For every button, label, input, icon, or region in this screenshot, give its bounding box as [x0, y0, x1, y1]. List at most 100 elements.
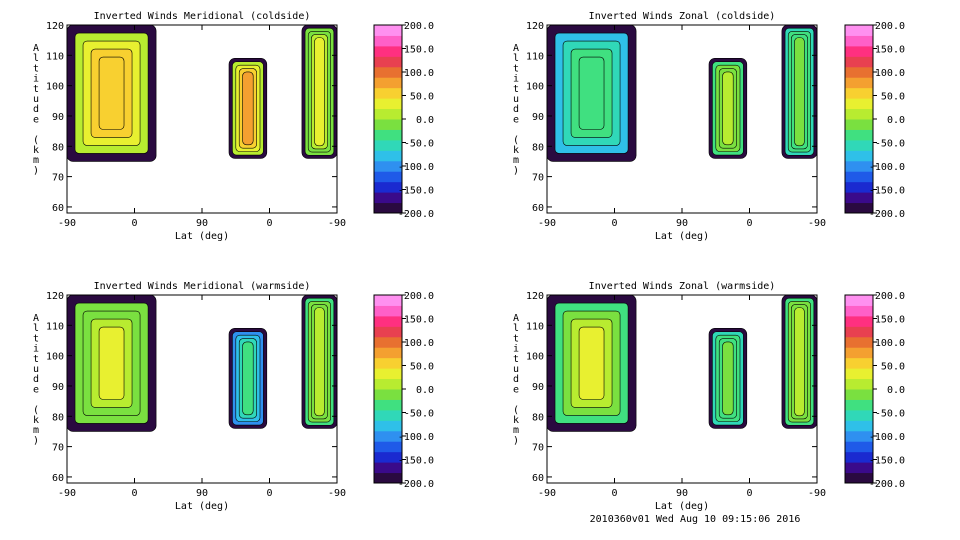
- y-tick-label: 110: [46, 321, 64, 332]
- y-axis-label-char: ): [33, 435, 39, 446]
- x-tick-label: 90: [676, 488, 688, 499]
- colorbar-tick-label: 0.0: [887, 385, 905, 396]
- y-axis-label-char: u: [33, 364, 39, 375]
- y-axis-label-char: ): [33, 165, 39, 176]
- y-axis-label-char: d: [513, 374, 519, 385]
- chart-title: Inverted Winds Zonal (coldside): [589, 11, 776, 22]
- x-tick-label: 90: [196, 218, 208, 229]
- colorbar-tick-label: -100.0: [398, 432, 434, 443]
- colorbar-tick-label: 150.0: [404, 315, 434, 326]
- contour-band: [722, 341, 734, 416]
- colorbar-swatch: [374, 326, 402, 338]
- colorbar-swatch: [845, 315, 873, 327]
- y-axis-label-char: d: [33, 104, 39, 115]
- y-axis-label-char: e: [33, 384, 39, 395]
- colorbar-swatch: [374, 202, 402, 214]
- colorbar-tick-label: 150.0: [875, 45, 905, 56]
- colorbar-swatch: [845, 347, 873, 359]
- y-axis-label-char: t: [513, 84, 519, 95]
- y-axis-label-char: t: [513, 63, 519, 74]
- colorbar-swatch: [374, 119, 402, 130]
- y-axis-label-char: k: [513, 145, 519, 156]
- colorbar-swatch: [374, 336, 402, 348]
- colorbar-tick-label: 200.0: [404, 291, 434, 302]
- y-axis-label-char: (: [513, 405, 519, 416]
- colorbar-swatch: [845, 139, 873, 151]
- y-axis-label-char: i: [33, 344, 39, 355]
- x-tick-label: 0: [131, 218, 137, 229]
- region-middle: [708, 58, 748, 159]
- y-axis-label-char: k: [33, 145, 39, 156]
- region-left: [546, 294, 637, 432]
- y-axis-label-char: A: [513, 43, 519, 54]
- colorbar-swatch: [374, 315, 402, 327]
- y-axis-label-char: e: [513, 114, 519, 125]
- region-middle: [228, 328, 268, 429]
- colorbar-tick-label: 150.0: [875, 315, 905, 326]
- y-tick-label: 110: [46, 51, 64, 62]
- colorbar-tick-label: -150.0: [398, 186, 434, 197]
- y-axis-label-char: d: [33, 374, 39, 385]
- colorbar-swatch: [374, 150, 402, 162]
- region-right: [781, 24, 818, 159]
- colorbar-swatch: [374, 451, 402, 463]
- y-axis-label-char: t: [33, 333, 39, 344]
- colorbar-swatch: [374, 357, 402, 369]
- contour-band: [98, 326, 125, 400]
- colorbar-swatch: [845, 472, 873, 484]
- contour-band: [578, 326, 605, 400]
- colorbar-tick-label: -100.0: [869, 432, 905, 443]
- colorbar-tick-label: -50.0: [404, 139, 434, 150]
- y-tick-label: 100: [526, 82, 544, 93]
- y-axis-label-char: A: [33, 43, 39, 54]
- y-axis-label-char: (: [33, 135, 39, 146]
- x-tick-label: -90: [328, 218, 346, 229]
- colorbar-tick-label: 100.0: [875, 68, 905, 79]
- region-left: [66, 24, 157, 162]
- colorbar-swatch: [845, 108, 873, 120]
- x-axis-label: Lat (deg): [175, 231, 229, 242]
- colorbar-swatch: [374, 25, 402, 36]
- y-axis-label-char: t: [33, 354, 39, 365]
- y-axis-label-char: t: [33, 63, 39, 74]
- colorbar-tick-label: -50.0: [875, 409, 905, 420]
- colorbar-swatch: [374, 45, 402, 57]
- y-tick-label: 70: [52, 173, 64, 184]
- colorbar-swatch: [374, 171, 402, 183]
- colorbar-swatch: [845, 56, 873, 68]
- colorbar-tick-label: 50.0: [410, 362, 434, 373]
- y-tick-label: 70: [532, 173, 544, 184]
- colorbar-swatch: [845, 399, 873, 411]
- y-axis-label-char: d: [513, 104, 519, 115]
- colorbar-swatch: [845, 87, 873, 99]
- y-tick-label: 80: [532, 412, 544, 423]
- chart-panel-2: Inverted Winds Meridional (warmside) -90 0…: [33, 281, 434, 512]
- x-tick-label: -90: [58, 488, 76, 499]
- y-tick-label: 120: [526, 291, 544, 302]
- colorbar-swatch: [374, 108, 402, 120]
- contour-band: [794, 37, 805, 147]
- x-tick-label: 0: [746, 488, 752, 499]
- colorbar-swatch: [845, 451, 873, 463]
- colorbar-tick-label: 100.0: [875, 338, 905, 349]
- colorbar-tick-label: 200.0: [404, 21, 434, 32]
- x-tick-label: 90: [676, 218, 688, 229]
- colorbar-swatch: [374, 409, 402, 421]
- y-axis-label-char: k: [513, 415, 519, 426]
- region-left: [546, 24, 637, 162]
- colorbar-swatch: [374, 368, 402, 380]
- colorbar-swatch: [374, 347, 402, 359]
- region-middle: [228, 58, 268, 159]
- contour-band: [578, 56, 605, 130]
- y-axis-label-char: e: [33, 114, 39, 125]
- y-axis-label-char: A: [33, 313, 39, 324]
- x-axis-label: Lat (deg): [655, 231, 709, 242]
- colorbar-tick-label: 200.0: [875, 21, 905, 32]
- colorbar-tick-label: 100.0: [404, 338, 434, 349]
- colorbar-tick-label: -100.0: [869, 162, 905, 173]
- colorbar-swatch: [845, 98, 873, 110]
- colorbar-swatch: [374, 420, 402, 432]
- y-tick-label: 60: [52, 203, 64, 214]
- colorbar-swatch: [845, 119, 873, 130]
